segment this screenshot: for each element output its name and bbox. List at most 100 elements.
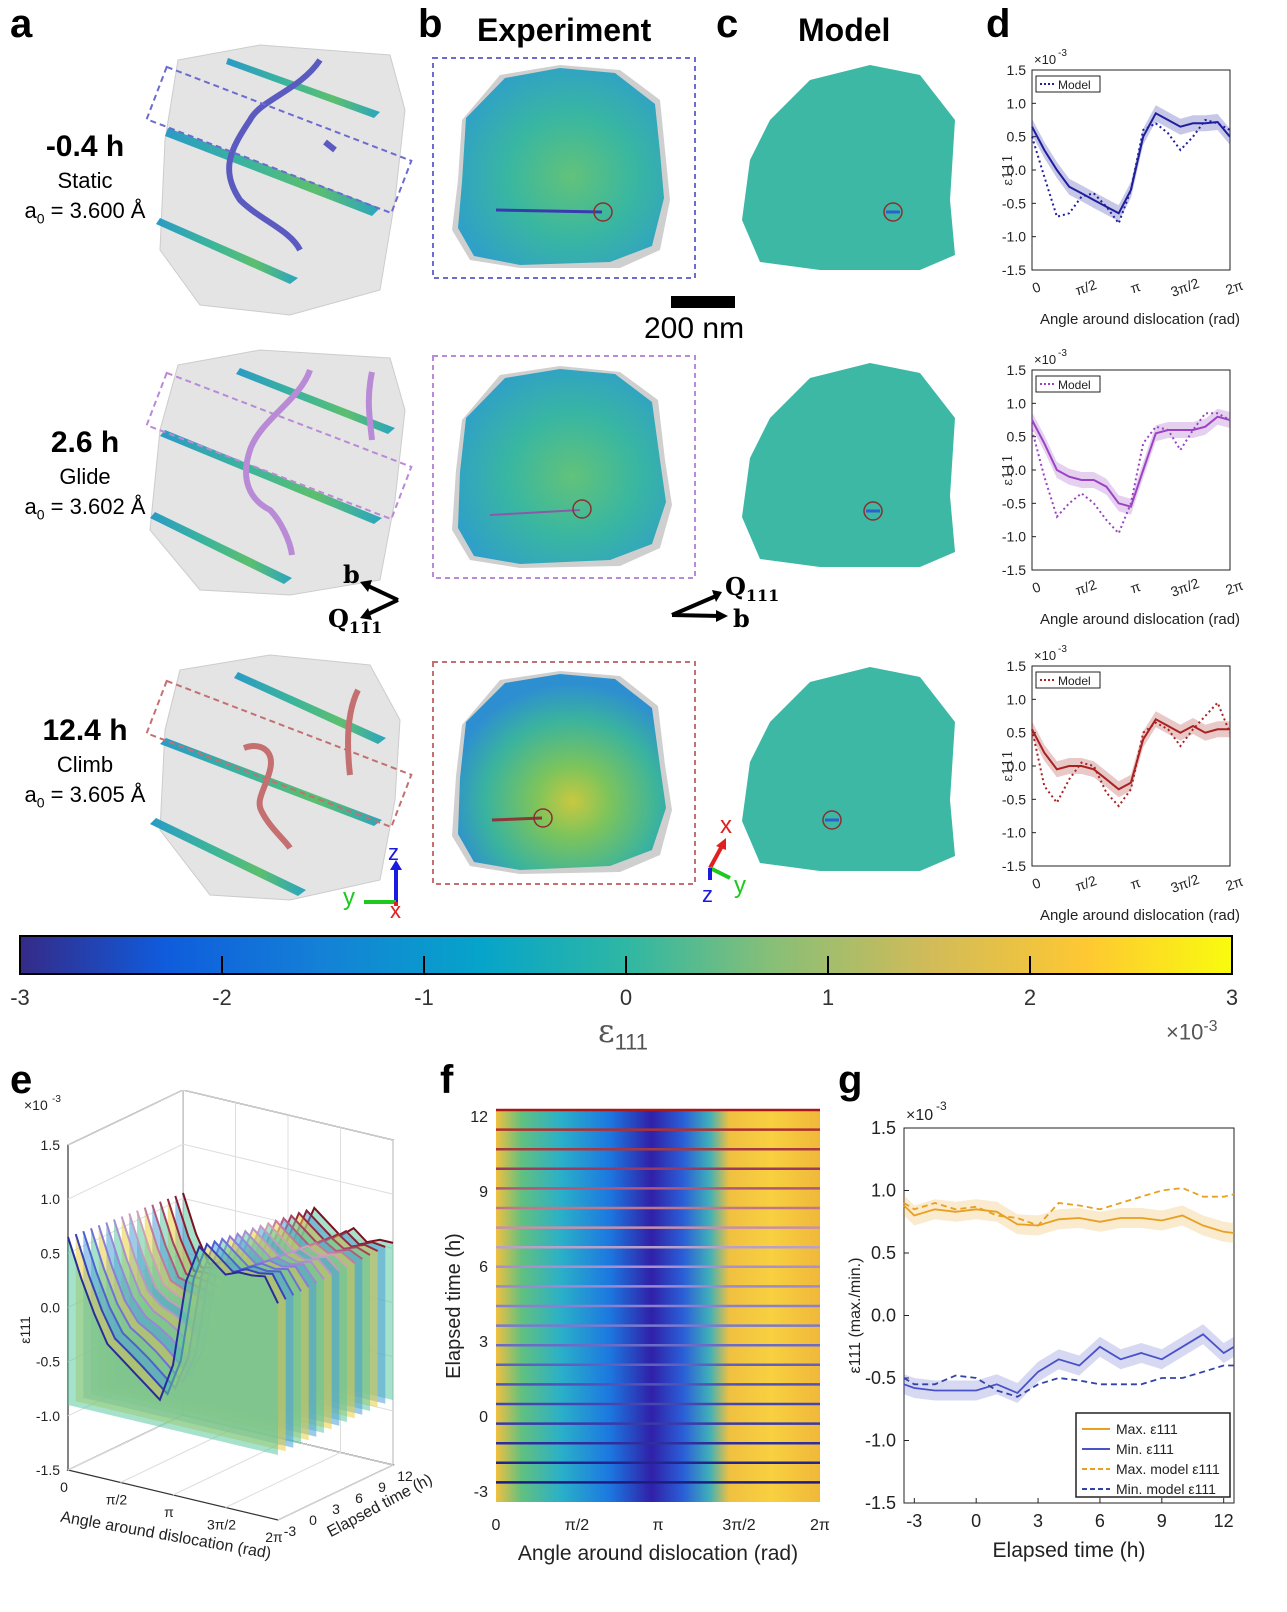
y-tick-label: 0 bbox=[479, 1409, 488, 1426]
core-circle bbox=[863, 501, 883, 521]
waterfall-series-line bbox=[67, 1236, 279, 1402]
panel-label-c: c bbox=[716, 2, 739, 46]
y-tick-label: 0.5 bbox=[1007, 129, 1027, 145]
row-mechanism: Climb bbox=[56, 752, 114, 777]
row-time: 2.6 h bbox=[50, 426, 120, 459]
x-tick-label: 9 bbox=[1157, 1511, 1167, 1531]
row-label-2: 2.6 h Glide a0 = 3.602 Å bbox=[0, 426, 170, 522]
panel-g-plot: 1.5 1.0 0.5 0.0 -0.5 -1.0 -1.5 -3 0 3 6 9 12 Elapsed … bbox=[847, 1099, 1235, 1562]
dislocation-line bbox=[345, 688, 361, 776]
colorbar-tick-label: 0 bbox=[620, 985, 632, 1010]
plate bbox=[156, 218, 298, 284]
dislocation-trace bbox=[489, 509, 581, 516]
y-axis-label: ε111 (max./min.) bbox=[847, 1258, 864, 1374]
x-tick-label: 6 bbox=[1095, 1511, 1105, 1531]
y-tick-label: 1.5 bbox=[1007, 658, 1027, 674]
panel-label-b: b bbox=[418, 2, 443, 46]
y-tick-label: 9 bbox=[378, 1479, 386, 1495]
y-tick-label: -0.5 bbox=[1002, 195, 1026, 211]
x-axis-label: Angle around dislocation (rad) bbox=[1040, 907, 1240, 924]
panel-label-f: f bbox=[440, 1058, 454, 1102]
slice-box bbox=[145, 371, 413, 521]
y-tick-label: -1.0 bbox=[1002, 229, 1026, 245]
legend-label: Min. ε111 bbox=[1116, 1441, 1174, 1457]
experiment-series-line bbox=[1031, 717, 1230, 791]
b-vector-label-right: b bbox=[733, 604, 750, 633]
plate bbox=[160, 430, 382, 524]
row-time: -0.4 h bbox=[45, 130, 125, 163]
x-tick-label: π bbox=[1128, 278, 1143, 296]
model-series-line bbox=[903, 1364, 1234, 1398]
y-tick-label: 12 bbox=[397, 1468, 413, 1484]
model-map-3 bbox=[742, 667, 955, 871]
grid-line bbox=[67, 1090, 394, 1146]
experiment-map-3 bbox=[452, 671, 672, 874]
x-tick-label: 3π/2 bbox=[1168, 871, 1201, 896]
colorbar-tick-label: -1 bbox=[414, 985, 434, 1010]
legend-label: Min. model ε111 bbox=[1116, 1481, 1216, 1497]
experiment-box-3 bbox=[432, 661, 696, 885]
z-tick-label: 0.0 bbox=[41, 1300, 61, 1316]
experiment-map-1 bbox=[452, 65, 670, 268]
z-axis-label-right: z bbox=[702, 882, 713, 907]
model-series-line bbox=[1031, 412, 1231, 536]
core-circle bbox=[883, 202, 903, 222]
y-axis-label-right: y bbox=[734, 872, 746, 899]
colorbar-tick-label: -3 bbox=[10, 985, 30, 1010]
y-tick-label: 1.5 bbox=[1007, 62, 1027, 78]
y-axis-label: y bbox=[343, 884, 355, 911]
y-tick-label: -0.5 bbox=[1002, 791, 1026, 807]
panel-label-d: d bbox=[986, 2, 1011, 46]
y-tick-label: 1.0 bbox=[1007, 691, 1027, 707]
plate bbox=[150, 818, 306, 896]
y-tick-label: 6 bbox=[355, 1490, 363, 1506]
y-tick-label: 9 bbox=[479, 1184, 488, 1201]
exponent-sup: -3 bbox=[1058, 644, 1067, 655]
z-axis-label: z bbox=[388, 840, 399, 865]
z-tick-label: 0.5 bbox=[41, 1245, 61, 1261]
y-tick-label: 0.0 bbox=[1007, 462, 1027, 478]
vector-arrows-left bbox=[360, 580, 399, 620]
slice-box bbox=[145, 679, 413, 829]
vector-arrows-right bbox=[671, 590, 728, 622]
exponent-label: ×10 bbox=[1034, 648, 1056, 663]
plate bbox=[160, 738, 382, 826]
x-tick-label: 12 bbox=[1214, 1511, 1234, 1531]
dislocation-line bbox=[242, 743, 293, 850]
y-tick-label: -3 bbox=[284, 1523, 297, 1539]
row-lattice: a0 = 3.602 Å bbox=[24, 494, 146, 523]
model-series-line bbox=[1031, 700, 1231, 808]
x-tick-label: 0 bbox=[492, 1517, 501, 1534]
legend-label: Model bbox=[1058, 674, 1091, 688]
x-axis-label: Angle around dislocation (rad) bbox=[1040, 311, 1240, 328]
y-tick-label: 0.0 bbox=[1007, 758, 1027, 774]
x-tick-label: π bbox=[1128, 578, 1143, 596]
scale-bar bbox=[671, 296, 735, 308]
x-tick-label: 2π bbox=[1223, 873, 1245, 894]
y-tick-label: 0.5 bbox=[1007, 429, 1027, 445]
x-tick-label: 0 bbox=[971, 1511, 981, 1531]
x-tick-label: 0 bbox=[1030, 278, 1043, 296]
exponent-sup: -3 bbox=[1058, 48, 1067, 59]
x-tick-label: 3π/2 bbox=[207, 1517, 236, 1533]
y-tick-label: 1.0 bbox=[1007, 95, 1027, 111]
x-tick-label: 2π bbox=[1223, 277, 1245, 298]
panel-label-e: e bbox=[10, 1058, 33, 1102]
colorbar-tick-label: 1 bbox=[822, 985, 834, 1010]
error-band bbox=[904, 1324, 1234, 1403]
experiment-box-2 bbox=[432, 355, 696, 579]
y-tick-label: -1.5 bbox=[1002, 262, 1026, 278]
panel-label-a: a bbox=[10, 2, 33, 46]
axis-triad-right bbox=[708, 838, 731, 880]
y-tick-label: 1.0 bbox=[871, 1181, 896, 1201]
x-axis-label: Angle around dislocation (rad) bbox=[518, 1542, 798, 1565]
dislocation-line bbox=[323, 139, 337, 153]
x-axis-label-right: x bbox=[720, 812, 732, 839]
dislocation-trace bbox=[495, 208, 603, 214]
q-vector-arrow bbox=[365, 598, 399, 617]
dislocation-line bbox=[365, 371, 375, 441]
b-vector-label: b bbox=[343, 560, 360, 589]
panel-d-plots: 1.51.00.50.0-0.5-1.0-1.50 π/2 π 3π/2 2πAngle… bbox=[1001, 48, 1246, 924]
row-label-3: 12.4 h Climb a0 = 3.605 Å bbox=[0, 714, 170, 810]
